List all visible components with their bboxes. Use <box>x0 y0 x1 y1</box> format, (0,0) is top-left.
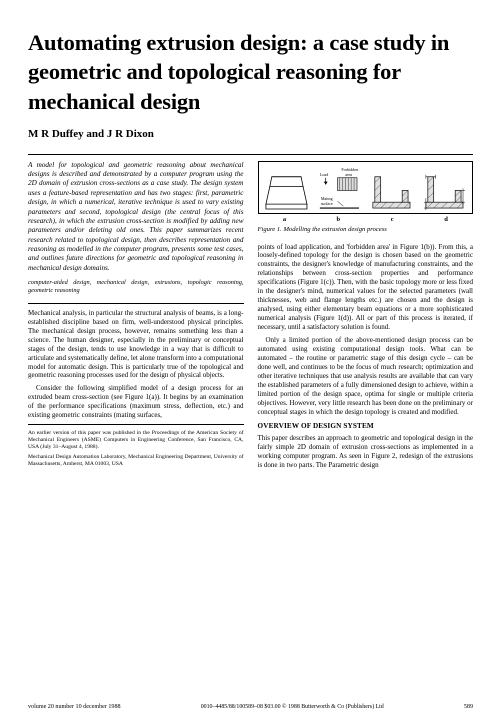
figure-1-panel-c <box>367 165 416 212</box>
fig-label-c: c <box>365 216 419 224</box>
page-footer: volume 20 number 10 december 1988 0010–4… <box>28 704 473 710</box>
fig-label-a: a <box>258 216 312 224</box>
authors: M R Duffey and J R Dixon <box>28 128 473 140</box>
left-column: A model for topological and geometric re… <box>28 161 244 474</box>
surface-label: surface <box>321 201 333 206</box>
two-column-body: A model for topological and geometric re… <box>28 161 473 474</box>
right-para1: points of load application, and 'forbidd… <box>258 243 474 333</box>
keywords-divider <box>28 303 244 304</box>
footer-right: 589 <box>464 704 473 710</box>
load-label: Load <box>320 172 328 177</box>
fig-label-b: b <box>311 216 365 224</box>
top-rule <box>28 154 473 155</box>
abstract: A model for topological and geometric re… <box>28 161 244 273</box>
footer-left: volume 20 number 10 december 1988 <box>28 704 121 710</box>
section-overview-head: OVERVIEW OF DESIGN SYSTEM <box>258 422 474 431</box>
right-para3: This paper describes an approach to geom… <box>258 434 474 470</box>
figure-1: Forbidden area Load Mating surface <box>258 161 474 214</box>
right-para2: Only a limited portion of the above-ment… <box>258 336 474 417</box>
figure-1-panel-d <box>420 165 469 212</box>
paper-title: Automating extrusion design: a case stud… <box>28 28 473 116</box>
figure-1-panel-b: Forbidden area Load Mating surface <box>314 165 363 212</box>
left-para2: Consider the following simplified model … <box>28 384 244 420</box>
figure-1-panel-a <box>262 165 311 212</box>
footer-mid: 0010–4485/88/100589–08 $03.00 © 1988 But… <box>121 704 464 710</box>
footnote2: Mechanical Design Automation Laboratory,… <box>28 454 244 467</box>
fig-label-d: d <box>419 216 473 224</box>
keywords: computer-aided design, mechanical design… <box>28 279 244 295</box>
area-label: area <box>346 172 353 177</box>
footnote1: An earlier version of this paper was pub… <box>28 430 244 450</box>
right-column: Forbidden area Load Mating surface <box>258 161 474 474</box>
figure-1-labels: a b c d <box>258 216 474 224</box>
footnote-divider <box>28 424 244 425</box>
figure-1-caption: Figure 1. Modelling the extrusion design… <box>258 226 474 234</box>
left-para1: Mechanical analysis, in particular the s… <box>28 309 244 381</box>
